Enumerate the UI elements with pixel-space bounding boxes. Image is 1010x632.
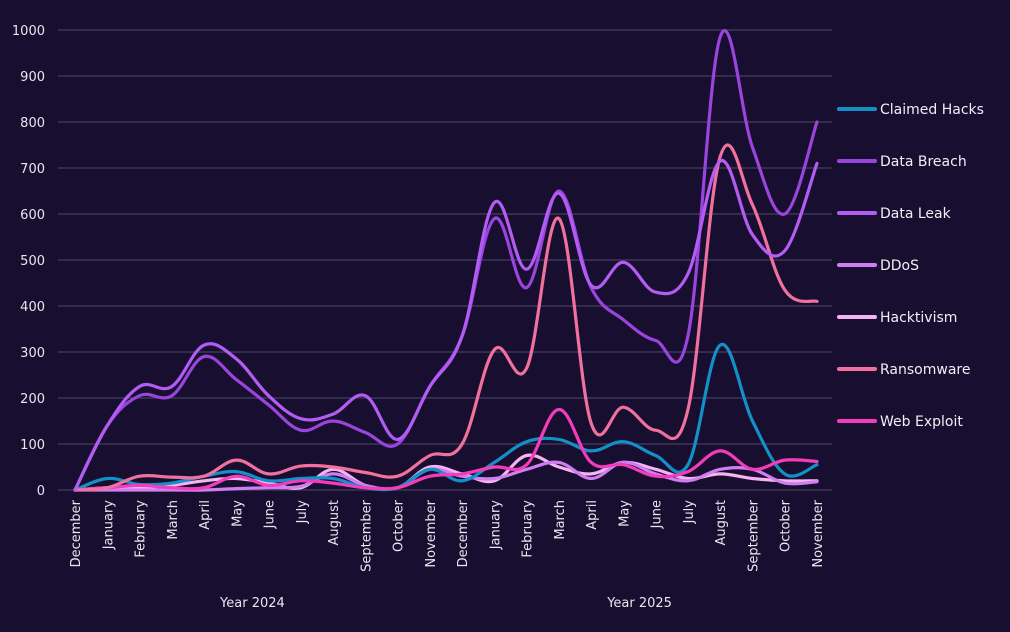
x-tick-label: September (746, 499, 761, 572)
y-tick-label: 800 (20, 116, 45, 131)
legend-label: Ransomware (880, 362, 970, 378)
y-axis-ticks: 0 100 200 300 400 500 600 700 800 900 1000 (12, 24, 45, 499)
x-tick-label: July (682, 500, 697, 525)
y-tick-label: 100 (20, 438, 45, 453)
legend: Claimed Hacks Data Breach Data Leak DDoS Hac… (837, 102, 984, 430)
x-tick-label: July (295, 500, 310, 525)
legend-label: Data Leak (880, 206, 952, 222)
legend-item-claimed-hacks[interactable]: Claimed Hacks (837, 102, 984, 118)
legend-item-data-leak[interactable]: Data Leak (837, 206, 952, 222)
series-line-hacktivism (73, 453, 819, 492)
series-line-ddos (73, 460, 819, 492)
x-axis-ticks: December January February March April May June… (69, 499, 826, 572)
x-tick-label: November (424, 499, 439, 567)
x-tick-label: December (69, 499, 84, 567)
x-tick-label: September (359, 499, 374, 572)
x-tick-label: April (585, 500, 600, 530)
legend-item-ddos[interactable]: DDoS (837, 258, 919, 274)
y-tick-label: 900 (20, 70, 45, 85)
x-tick-label: June (263, 500, 278, 529)
legend-label: Hacktivism (880, 310, 957, 326)
x-tick-label: March (166, 500, 181, 540)
x-tick-label: December (456, 499, 471, 567)
x-group-label: Year 2024 (219, 596, 285, 611)
x-tick-label: May (230, 500, 245, 527)
x-tick-label: April (198, 500, 213, 530)
legend-label: Claimed Hacks (880, 102, 984, 118)
series-line-ransomware (73, 143, 819, 492)
x-group-label: Year 2025 (606, 596, 672, 611)
y-tick-label: 1000 (12, 24, 45, 39)
y-tick-label: 700 (20, 162, 45, 177)
legend-item-web-exploit[interactable]: Web Exploit (837, 414, 963, 430)
legend-item-data-breach[interactable]: Data Breach (837, 154, 967, 170)
x-axis-groups: Year 2024 Year 2025 (219, 596, 672, 611)
x-tick-label: August (327, 500, 342, 546)
legend-label: DDoS (880, 258, 919, 274)
x-tick-label: August (714, 500, 729, 546)
x-tick-label: February (134, 500, 149, 558)
x-tick-label: January (101, 500, 116, 551)
y-tick-label: 0 (37, 484, 45, 499)
x-tick-label: October (779, 499, 794, 552)
x-tick-label: May (617, 500, 632, 527)
legend-item-ransomware[interactable]: Ransomware (837, 362, 970, 378)
x-tick-label: January (488, 500, 503, 551)
x-tick-label: March (553, 500, 568, 540)
y-tick-label: 300 (20, 346, 45, 361)
series-line-data-breach (73, 29, 819, 492)
gridlines (58, 29, 832, 491)
series-line-web-exploit (73, 407, 819, 492)
legend-label: Web Exploit (880, 414, 963, 430)
y-tick-label: 600 (20, 208, 45, 223)
y-tick-label: 400 (20, 300, 45, 315)
series-line-data-leak (73, 159, 819, 492)
series-lines (73, 29, 819, 492)
legend-label: Data Breach (880, 154, 967, 170)
x-tick-label: October (392, 499, 407, 552)
x-tick-label: February (521, 500, 536, 558)
x-tick-label: June (650, 500, 665, 529)
legend-item-hacktivism[interactable]: Hacktivism (837, 310, 957, 326)
y-tick-label: 500 (20, 254, 45, 269)
x-tick-label: November (811, 499, 826, 567)
y-tick-label: 200 (20, 392, 45, 407)
